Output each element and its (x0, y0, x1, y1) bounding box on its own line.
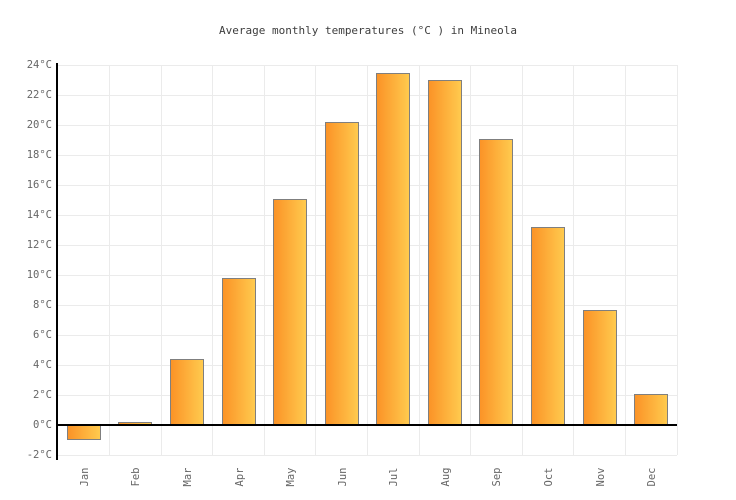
y-tick-label: 20°C (26, 119, 52, 131)
x-gridline (109, 65, 111, 455)
y-tick-label: 24°C (26, 59, 52, 71)
x-tick-label-oct: Oct (543, 467, 556, 487)
x-tick-label-sep: Sep (491, 467, 504, 487)
x-gridline (521, 65, 523, 455)
x-tick-label-feb: Feb (130, 467, 143, 487)
x-gridline (263, 65, 265, 455)
y-tick-label: 10°C (26, 269, 52, 281)
x-gridline (573, 65, 575, 455)
x-gridline (315, 65, 317, 455)
y-gridline (58, 454, 677, 456)
y-tick-label: 4°C (33, 359, 52, 371)
x-tick-label-jul: Jul (388, 467, 401, 487)
y-tick-label: 18°C (26, 149, 52, 161)
y-axis-line (56, 63, 58, 460)
y-tick-label: 12°C (26, 239, 52, 251)
x-gridline (160, 65, 162, 455)
bar-aug (427, 80, 462, 425)
x-tick-label-mar: Mar (181, 467, 194, 487)
x-gridline (367, 65, 368, 455)
x-tick-label-jun: Jun (336, 467, 349, 487)
x-tick-label-jan: Jan (78, 467, 91, 487)
x-tick-label-dec: Dec (646, 467, 659, 487)
bar-sep (479, 138, 514, 425)
x-gridline (212, 65, 214, 455)
y-tick-label: 22°C (26, 89, 52, 101)
x-tick-label-may: May (285, 467, 298, 487)
chart-title: Average monthly temperatures (°C ) in Mi… (218, 24, 517, 37)
y-tick-label: 0°C (33, 419, 52, 431)
bar-jun (324, 122, 359, 425)
x-tick-label-apr: Apr (233, 467, 246, 487)
bar-jan (66, 425, 101, 440)
y-tick-label: 6°C (33, 329, 52, 341)
bar-dec (634, 393, 669, 425)
x-gridline (418, 65, 420, 455)
x-gridline (624, 65, 626, 455)
y-tick-label: 2°C (33, 389, 52, 401)
y-tick-label: 14°C (26, 209, 52, 221)
bar-apr (221, 278, 256, 425)
bar-oct (531, 227, 566, 425)
zero-baseline (56, 424, 677, 426)
y-tick-label: 8°C (33, 299, 52, 311)
bar-may (273, 198, 308, 425)
bar-nov (582, 309, 617, 425)
x-tick-label-nov: Nov (594, 467, 607, 487)
bar-jul (376, 72, 411, 425)
x-tick-label-aug: Aug (439, 467, 452, 487)
y-tick-label: -2°C (26, 449, 52, 461)
x-gridline (470, 65, 472, 455)
y-tick-label: 16°C (26, 179, 52, 191)
x-gridline (676, 65, 678, 455)
bar-mar (169, 359, 204, 425)
